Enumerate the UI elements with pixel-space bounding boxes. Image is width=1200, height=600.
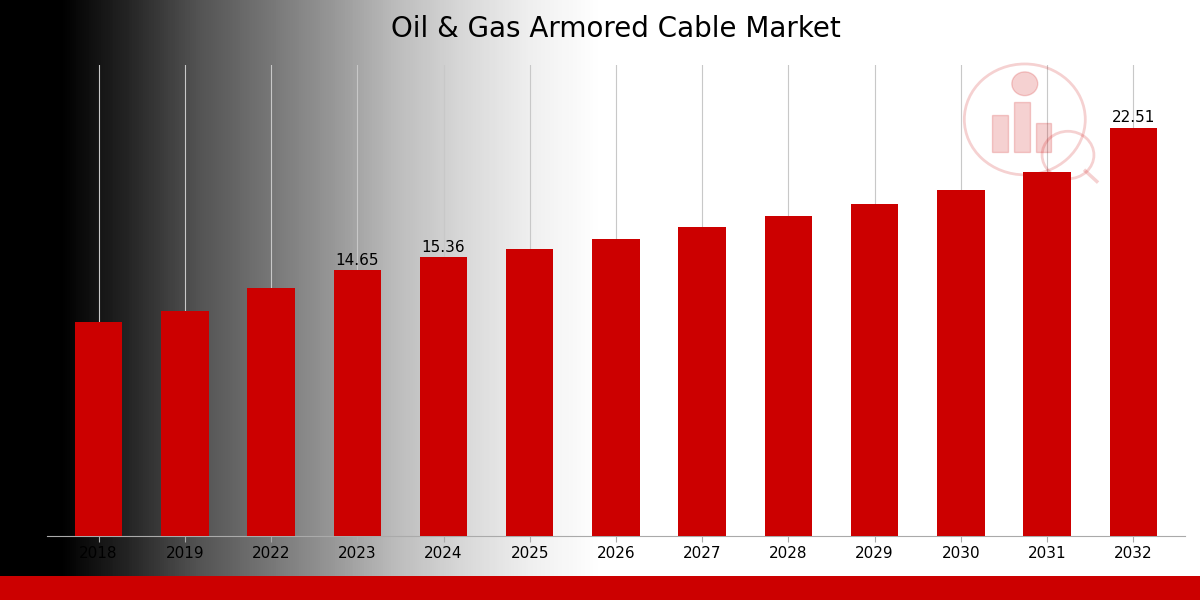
Y-axis label: Market Value in USD Billion: Market Value in USD Billion (14, 178, 34, 422)
Bar (1110, 128, 1157, 536)
Bar (851, 204, 899, 536)
Bar (937, 190, 984, 536)
Title: Oil & Gas Armored Cable Market: Oil & Gas Armored Cable Market (391, 15, 841, 43)
Bar (1024, 172, 1070, 536)
Bar (593, 239, 640, 536)
Text: 15.36: 15.36 (421, 240, 466, 255)
Bar (74, 322, 122, 536)
Bar (1036, 124, 1051, 152)
Bar (1014, 102, 1030, 152)
Bar (764, 216, 812, 536)
Bar (678, 227, 726, 536)
Circle shape (1012, 72, 1038, 95)
Text: 14.65: 14.65 (336, 253, 379, 268)
Bar (992, 115, 1008, 152)
Bar (420, 257, 467, 536)
Bar (247, 287, 295, 536)
Bar (161, 311, 209, 536)
Bar (334, 271, 380, 536)
Bar (506, 248, 553, 536)
Text: 22.51: 22.51 (1111, 110, 1154, 125)
